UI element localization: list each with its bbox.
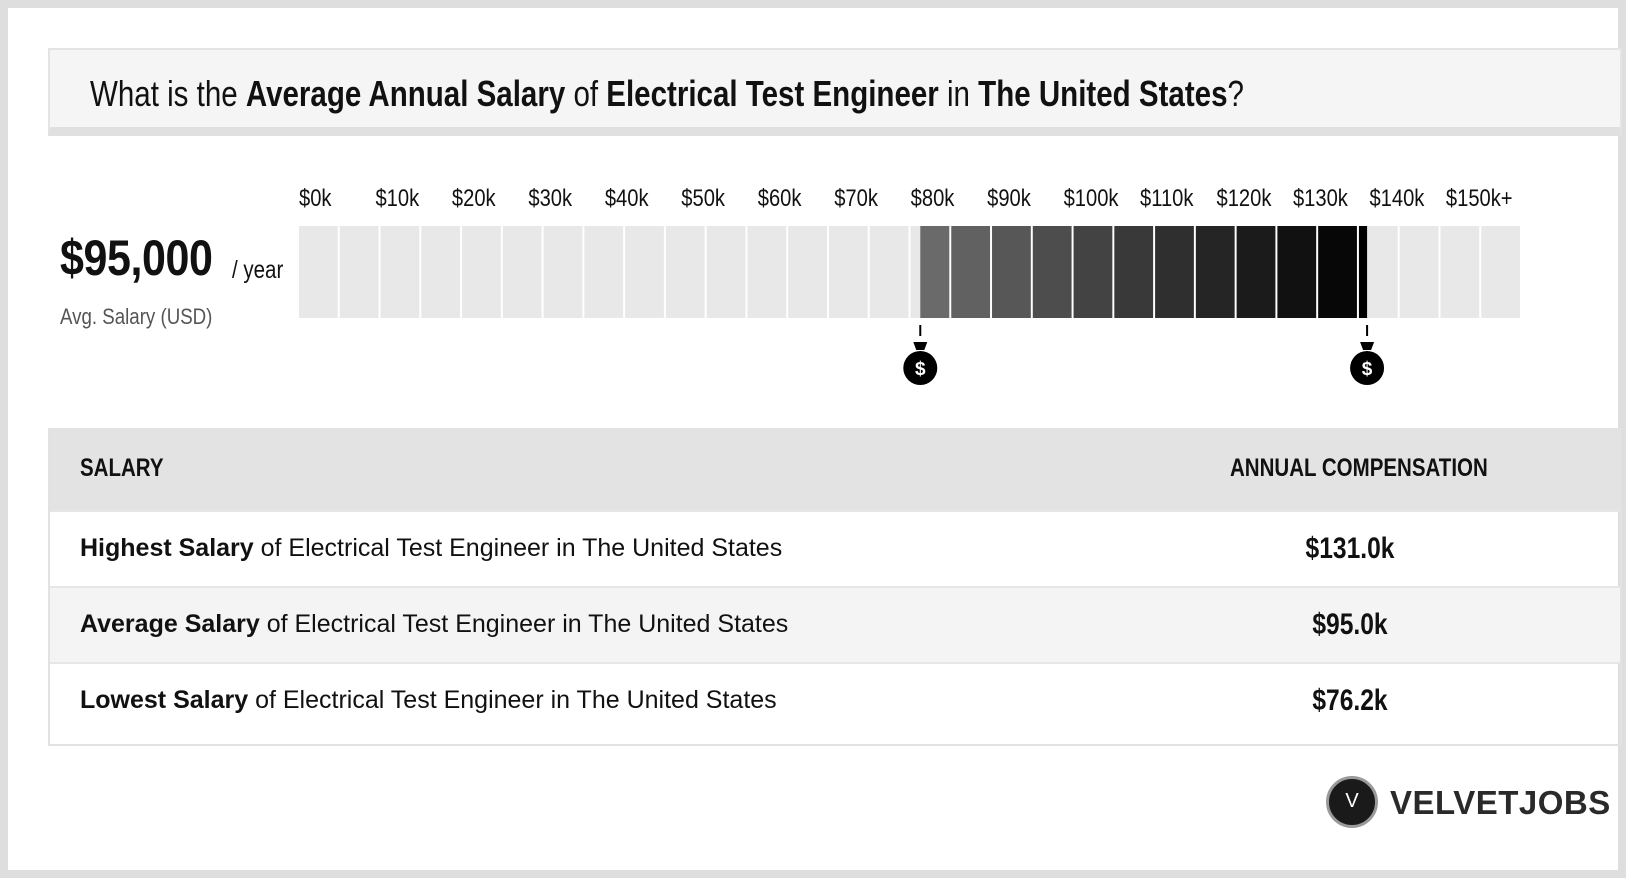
location-name: The United States — [978, 73, 1228, 114]
salary-card: What is the Average Annual Salary of Ele… — [8, 8, 1622, 870]
row-label: Average Salary of Electrical Test Engine… — [80, 610, 789, 638]
x-tick-label: $70k — [834, 184, 879, 211]
metric-name: Average Annual Salary — [245, 73, 566, 114]
chart-segment — [1481, 226, 1520, 318]
row-value: $131.0k — [1305, 532, 1395, 565]
column-header-compensation: ANNUAL COMPENSATION — [1230, 454, 1488, 482]
row-label: Highest Salary of Electrical Test Engine… — [80, 534, 783, 562]
chart-range-bar — [1236, 226, 1276, 318]
chart-segment — [299, 226, 338, 318]
chart-range-bar — [1032, 226, 1072, 318]
chart-segment — [706, 226, 746, 318]
chart-segment — [747, 226, 787, 318]
x-tick-label: $80k — [911, 184, 956, 211]
chart-segment — [543, 226, 583, 318]
chart-segment — [339, 226, 379, 318]
x-tick-label: $150k+ — [1446, 184, 1513, 211]
chart-range-bar — [1114, 226, 1154, 318]
job-title: Electrical Test Engineer — [606, 73, 939, 114]
question-header: What is the Average Annual Salary of Ele… — [48, 48, 1622, 136]
table-row-lowest: Lowest Salary of Electrical Test Enginee… — [50, 662, 1620, 738]
chart-range-bar — [1358, 226, 1368, 318]
chart-segment — [1399, 226, 1439, 318]
row-label: Lowest Salary of Electrical Test Enginee… — [80, 686, 777, 714]
chart-segment — [502, 226, 542, 318]
chart-range-bar — [951, 226, 991, 318]
chart-segment — [380, 226, 420, 318]
x-tick-label: $50k — [681, 184, 726, 211]
chart-segment — [788, 226, 827, 318]
average-salary-value: $95,000 — [60, 230, 213, 286]
salary-table: SALARY ANNUAL COMPENSATION Highest Salar… — [48, 428, 1622, 746]
table-header: SALARY ANNUAL COMPENSATION — [50, 430, 1620, 510]
chart-range-bar — [1155, 226, 1194, 318]
x-tick-label: $60k — [758, 184, 803, 211]
chart-segment — [665, 226, 705, 318]
salary-range-chart: $0k $10k $20k $30k $40k $50k $60k $70k $80k $90k $… — [299, 184, 1520, 385]
average-salary-label: Avg. Salary (USD) — [60, 304, 213, 329]
average-salary-unit: / year — [232, 256, 284, 284]
chart-segment — [1440, 226, 1480, 318]
row-value: $95.0k — [1312, 608, 1388, 641]
chart-range-bar — [1073, 226, 1113, 318]
page-title: What is the Average Annual Salary of Ele… — [90, 73, 1244, 114]
chart-segment — [828, 226, 868, 318]
chart-range-bar — [920, 226, 950, 318]
column-header-salary: SALARY — [80, 454, 164, 482]
logo-mark: V — [1326, 776, 1378, 828]
chart-range-bar — [1277, 226, 1317, 318]
svg-text:$: $ — [1362, 359, 1373, 380]
x-tick-label: $120k — [1217, 184, 1273, 211]
x-tick-label: $10k — [375, 184, 420, 211]
table-row-average: Average Salary of Electrical Test Engine… — [50, 586, 1620, 662]
x-tick-label: $20k — [452, 184, 497, 211]
chart-segment — [462, 226, 501, 318]
x-tick-label: $40k — [605, 184, 650, 211]
chart-range-bar — [992, 226, 1031, 318]
chart-segment — [421, 226, 461, 318]
logo-text: VELVETJOBS — [1390, 784, 1611, 821]
x-tick-label: $0k — [299, 184, 332, 211]
x-tick-label: $30k — [528, 184, 573, 211]
chart-segment — [869, 226, 909, 318]
x-tick-label: $140k — [1369, 184, 1425, 211]
x-tick-label: $90k — [987, 184, 1032, 211]
chart-range-bar — [1195, 226, 1235, 318]
x-tick-label: $130k — [1293, 184, 1349, 211]
row-value: $76.2k — [1312, 684, 1388, 717]
table-row-highest: Highest Salary of Electrical Test Engine… — [50, 510, 1620, 586]
chart-range-bar — [1318, 226, 1357, 318]
x-tick-label: $100k — [1064, 184, 1120, 211]
high-range-marker-icon: $ — [1350, 342, 1385, 385]
x-tick-label: $110k — [1140, 184, 1194, 211]
svg-text:$: $ — [915, 359, 926, 380]
chart-segment — [584, 226, 624, 318]
average-summary: $95,000 / year — [60, 230, 283, 286]
chart-segment — [625, 226, 664, 318]
low-range-marker-icon: $ — [903, 342, 938, 385]
